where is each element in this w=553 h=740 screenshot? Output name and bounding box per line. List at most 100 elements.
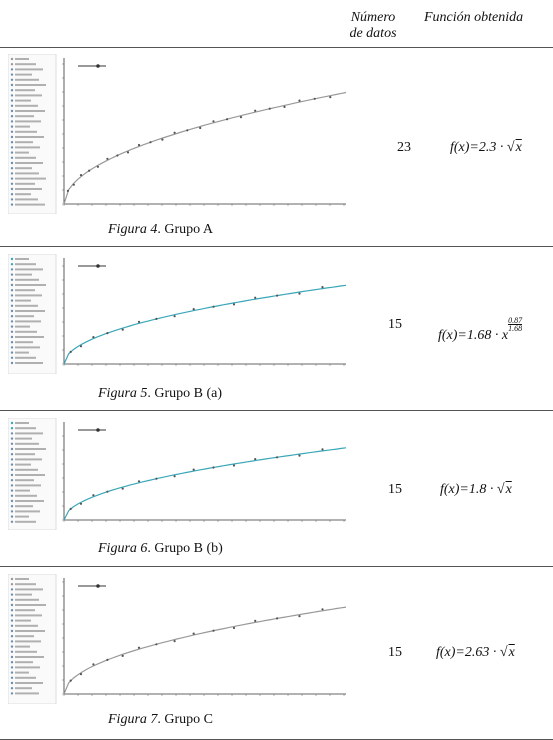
data-point	[66, 189, 69, 192]
data-point	[298, 615, 301, 618]
data-point	[137, 646, 141, 649]
n-datos-value: 15	[388, 317, 402, 332]
data-point	[161, 138, 164, 141]
algebra-bullet-icon	[10, 268, 14, 271]
algebra-text-line	[15, 182, 35, 185]
algebra-bullet-icon	[10, 468, 14, 471]
algebra-text-line	[15, 278, 39, 281]
algebra-bullet-icon	[10, 484, 14, 487]
algebra-text-line	[15, 162, 43, 164]
geogebra-screenshot-b-b	[8, 418, 350, 530]
plot-a	[8, 54, 347, 214]
algebra-bullet-icon	[10, 489, 14, 492]
data-point	[79, 174, 83, 177]
fit-curve	[63, 447, 347, 521]
data-point	[321, 608, 324, 611]
data-point	[155, 643, 158, 646]
algebra-text-line	[15, 125, 30, 128]
algebra-bullet-icon	[10, 346, 14, 349]
algebra-text-line	[15, 682, 43, 684]
data-point	[254, 458, 257, 461]
algebra-bullet-icon	[10, 361, 14, 365]
slider-knob	[96, 584, 100, 588]
formula: f(x)=1.8 · √x	[440, 482, 512, 497]
algebra-bullet-icon	[10, 172, 14, 175]
algebra-text-line	[15, 578, 29, 580]
algebra-text-line	[15, 666, 40, 669]
algebra-bullet-icon	[10, 427, 14, 430]
data-point	[173, 131, 176, 134]
algebra-bullet-icon	[10, 458, 14, 461]
algebra-text-line	[15, 624, 38, 627]
table-rule	[0, 246, 553, 247]
fit-curve	[63, 284, 347, 365]
algebra-bullet-icon	[10, 479, 14, 482]
data-point	[298, 454, 301, 457]
algebra-bullet-icon	[10, 315, 14, 318]
algebra-bullet-icon	[10, 335, 14, 339]
algebra-bullet-icon	[10, 146, 14, 149]
data-point	[212, 466, 215, 469]
plot-b-b	[8, 418, 347, 530]
algebra-bullet-icon	[10, 453, 14, 456]
data-point	[137, 480, 141, 483]
algebra-text-line	[15, 68, 43, 71]
data-point	[106, 490, 109, 493]
figure-caption: Figura 7. Grupo C	[108, 712, 214, 727]
algebra-bullet-icon	[10, 494, 14, 497]
data-point	[232, 626, 236, 630]
algebra-text-line	[15, 510, 40, 513]
algebra-bullet-icon	[10, 510, 14, 513]
algebra-bullet-icon	[10, 520, 14, 523]
algebra-bullet-icon	[10, 161, 14, 165]
algebra-bullet-icon	[10, 603, 14, 607]
algebra-text-line	[15, 437, 32, 440]
fit-curve	[63, 606, 347, 695]
algebra-bullet-icon	[10, 437, 14, 440]
algebra-bullet-icon	[10, 650, 14, 653]
data-point	[321, 286, 324, 289]
algebra-bullet-icon	[10, 63, 14, 66]
algebra-bullet-icon	[10, 182, 14, 185]
algebra-bullet-icon	[10, 687, 14, 690]
algebra-text-line	[15, 645, 30, 648]
algebra-bullet-icon	[10, 624, 14, 627]
algebra-text-line	[15, 422, 29, 424]
data-point	[88, 169, 91, 172]
table-rule	[0, 47, 553, 48]
algebra-text-line	[15, 604, 46, 606]
slider-knob	[96, 64, 100, 68]
algebra-text-line	[15, 310, 45, 312]
algebra-bullet-icon	[10, 583, 14, 586]
data-point	[173, 640, 176, 643]
algebra-bullet-icon	[10, 141, 14, 144]
algebra-bullet-icon	[10, 676, 14, 679]
algebra-bullet-icon	[10, 588, 14, 591]
algebra-text-line	[15, 104, 38, 107]
algebra-bullet-icon	[10, 257, 14, 261]
data-point	[92, 494, 95, 497]
data-point	[192, 632, 195, 635]
algebra-bullet-icon	[10, 187, 14, 191]
algebra-text-line	[15, 484, 41, 487]
data-point	[137, 320, 141, 323]
algebra-text-line	[15, 73, 32, 76]
algebra-bullet-icon	[10, 681, 14, 685]
algebra-bullet-icon	[10, 629, 14, 633]
data-point	[276, 456, 279, 459]
algebra-text-line	[15, 78, 39, 81]
algebra-text-line	[15, 193, 31, 196]
data-point	[313, 97, 316, 100]
data-point	[106, 332, 109, 335]
algebra-bullet-icon	[10, 666, 14, 669]
algebra-bullet-icon	[10, 655, 14, 659]
algebra-text-line	[15, 362, 43, 364]
algebra-bullet-icon	[10, 463, 14, 466]
algebra-text-line	[15, 432, 43, 435]
algebra-text-line	[15, 479, 34, 482]
algebra-bullet-icon	[10, 68, 14, 71]
algebra-text-line	[15, 505, 33, 508]
data-point	[232, 303, 236, 306]
algebra-text-line	[15, 304, 38, 307]
data-point	[329, 96, 332, 99]
